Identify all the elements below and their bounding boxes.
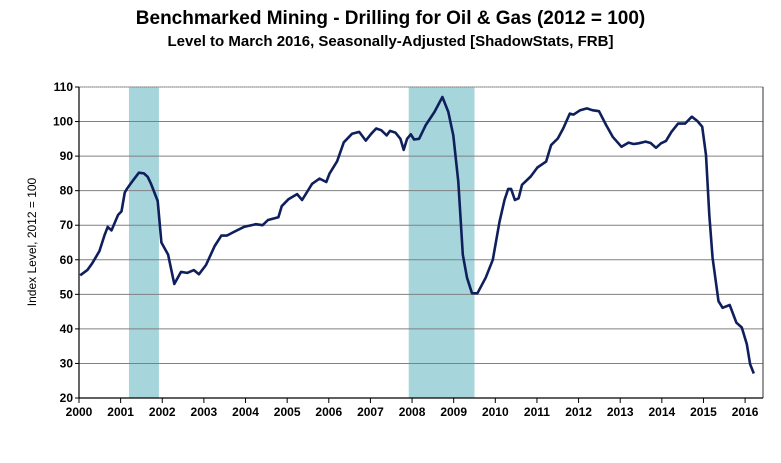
x-tick-label: 2000 <box>66 405 93 419</box>
x-tick-label: 2013 <box>607 405 634 419</box>
y-tick-label: 50 <box>60 287 74 301</box>
y-tick-label: 90 <box>60 149 74 163</box>
x-tick-label: 2016 <box>732 405 759 419</box>
chart-subtitle: Level to March 2016, Seasonally-Adjusted… <box>167 33 614 50</box>
recession-band <box>408 87 475 398</box>
y-tick-label: 60 <box>60 253 74 267</box>
y-tick-label: 70 <box>60 218 74 232</box>
x-tick-label: 2007 <box>357 405 384 419</box>
x-tick-label: 2010 <box>482 405 509 419</box>
chart-title: Benchmarked Mining - Drilling for Oil & … <box>135 8 646 29</box>
x-tick-label: 2005 <box>274 405 301 419</box>
y-tick-label: 20 <box>60 391 74 405</box>
axes-group: 20 30 40 50 60 70 80 90 100 110 2000 2001 2002 2003 20… <box>53 80 764 419</box>
x-tick-label: 2006 <box>315 405 342 419</box>
x-tick-label: 2012 <box>565 405 592 419</box>
x-tick-label: 2001 <box>107 405 134 419</box>
y-axis-label: Index Level, 2012 = 100 <box>25 177 39 306</box>
y-tick-label: 40 <box>60 322 74 336</box>
recession-band <box>128 87 159 398</box>
x-tick-label: 2011 <box>524 405 550 419</box>
x-tick-label: 2003 <box>191 405 218 419</box>
y-tick-label: 30 <box>60 356 74 370</box>
series-group <box>79 95 756 374</box>
y-tick-label: 80 <box>60 184 74 198</box>
x-tick-label: 2015 <box>690 405 717 419</box>
x-tick-label: 2002 <box>149 405 176 419</box>
x-tick-label: 2008 <box>399 405 426 419</box>
y-tick-label: 100 <box>53 115 73 129</box>
x-tick-label: 2009 <box>440 405 467 419</box>
y-tick-label: 110 <box>54 80 74 94</box>
series-line <box>79 95 756 374</box>
x-tick-label: 2014 <box>648 405 675 419</box>
x-tick-label: 2004 <box>232 405 259 419</box>
